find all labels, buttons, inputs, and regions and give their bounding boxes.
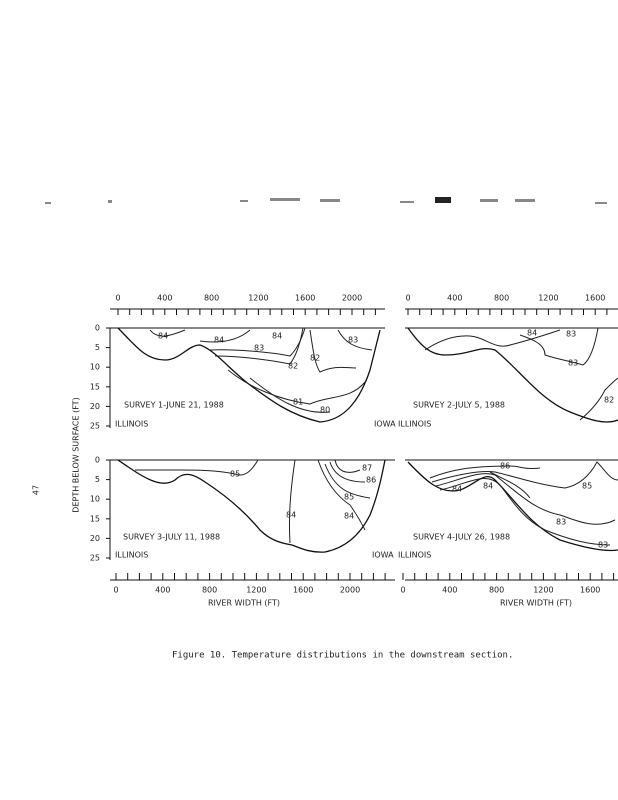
depth-tick-label: 10	[90, 495, 100, 504]
depth-tick-label: 0	[95, 324, 100, 333]
contour-label: 85	[582, 482, 592, 491]
bank-label: ILLINOIS	[115, 551, 148, 560]
depth-tick-label: 25	[90, 422, 100, 431]
panel-title: SURVEY 3-JULY 11, 1988	[123, 533, 220, 542]
contour-label: 83	[598, 541, 608, 550]
width-tick-label: 1200	[246, 586, 266, 595]
contour-label: 84	[158, 332, 168, 341]
panel-title: SURVEY 4-JULY 26, 1988	[413, 533, 510, 542]
contour-label: 83	[254, 344, 264, 353]
bank-label: ILLINOIS	[398, 551, 431, 560]
bank-label: ILLINOIS	[398, 420, 431, 429]
contour-label: 83	[566, 330, 576, 339]
width-tick-label: 2000	[340, 586, 360, 595]
width-tick-label: 800	[204, 294, 219, 303]
contour-label: 84	[527, 329, 537, 338]
width-tick-label: 800	[494, 294, 509, 303]
contour-label: 82	[604, 396, 614, 405]
contour-label: 84	[452, 485, 462, 494]
width-tick-label: 1200	[533, 586, 553, 595]
contour-label: 85	[230, 470, 240, 479]
panel-2: 84 83 83 82 SURVEY 2-JULY 5, 1988 ILLINO…	[398, 327, 618, 429]
contour-label: 84	[286, 511, 296, 520]
width-tick-label: 0	[113, 586, 118, 595]
contour-label: 84	[483, 482, 493, 491]
page-number: 47	[32, 485, 41, 495]
depth-tick-label: 20	[90, 534, 100, 543]
contour-label: 82	[288, 362, 298, 371]
contour-label: 80	[320, 406, 330, 415]
width-tick-label: 400	[155, 586, 170, 595]
bank-label: IOWA	[374, 420, 396, 429]
width-tick-label: 1200	[538, 294, 558, 303]
width-tick-label: 800	[489, 586, 504, 595]
width-tick-label: 0	[115, 294, 120, 303]
depth-tick-label: 5	[95, 475, 100, 484]
contour-label: 83	[568, 359, 578, 368]
width-tick-label: 400	[447, 294, 462, 303]
scan-artifacts	[45, 197, 607, 204]
width-tick-label: 1600	[580, 586, 600, 595]
width-tick-label: 0	[400, 586, 405, 595]
width-tick-label: 800	[202, 586, 217, 595]
panel-4: 86 84 85 83 83 84 SURVEY 4-JULY 26, 1988…	[398, 461, 618, 560]
width-tick-label: 1600	[293, 586, 313, 595]
bank-label: ILLINOIS	[115, 420, 148, 429]
panel-1: 84 84 84 83 82 82 81 80 83 SURVEY 1-JUNE…	[115, 327, 396, 429]
depth-tick-label: 15	[90, 382, 100, 391]
contour-label: 86	[500, 462, 510, 471]
contour-label: 84	[272, 332, 282, 341]
panel-3: 85 84 87 86 85 84 SURVEY 3-JULY 11, 1988…	[115, 459, 394, 560]
panel-title: SURVEY 2-JULY 5, 1988	[413, 401, 505, 410]
x-axis-label: RIVER WIDTH (FT)	[500, 599, 572, 608]
contour-label: 81	[293, 398, 303, 407]
bank-label: IOWA	[372, 551, 394, 560]
width-tick-label: 400	[442, 586, 457, 595]
width-tick-label: 1600	[295, 294, 315, 303]
contour-label: 82	[310, 354, 320, 363]
depth-tick-label: 5	[95, 343, 100, 352]
width-tick-label: 1200	[248, 294, 268, 303]
contour-label: 84	[344, 512, 354, 521]
width-tick-label: 400	[157, 294, 172, 303]
frames	[109, 308, 618, 581]
panel-title: SURVEY 1-JUNE 21, 1988	[124, 401, 224, 410]
contour-label: 84	[214, 336, 224, 345]
depth-tick-label: 15	[90, 514, 100, 523]
contour-label: 86	[366, 476, 376, 485]
contour-label: 85	[344, 493, 354, 502]
depth-tick-label: 20	[90, 402, 100, 411]
contour-label: 83	[348, 336, 358, 345]
contour-label: 87	[362, 464, 372, 473]
width-tick-label: 2000	[342, 294, 362, 303]
width-tick-label: 1600	[585, 294, 605, 303]
x-axis-label: RIVER WIDTH (FT)	[208, 599, 280, 608]
y-axis-label: DEPTH BELOW SURFACE (FT)	[72, 397, 81, 512]
depth-tick-label: 10	[90, 363, 100, 372]
width-tick-label: 0	[405, 294, 410, 303]
depth-tick-label: 25	[90, 554, 100, 563]
figure-caption: Figure 10. Temperature distributions in …	[172, 651, 513, 661]
contour-label: 83	[556, 518, 566, 527]
depth-tick-label: 0	[95, 456, 100, 465]
